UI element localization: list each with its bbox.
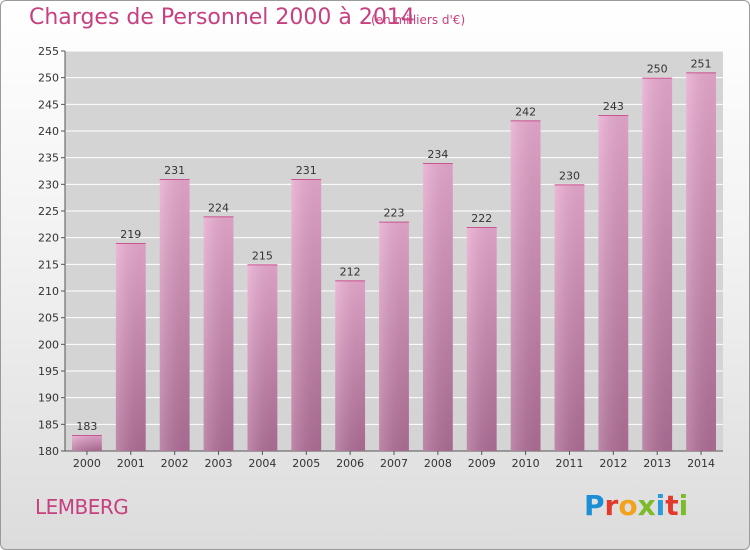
x-tick-label: 2011	[555, 457, 583, 470]
y-tick-label: 205	[38, 312, 59, 325]
bar-labels: 183 219 231 224 215 231 212 223 234 222 242 230 243 2…	[76, 57, 711, 433]
bar-shade	[379, 221, 409, 451]
bar-value-label: 219	[120, 228, 141, 241]
logo-letter: o	[618, 489, 638, 522]
x-tick-label: 2012	[599, 457, 627, 470]
bar-shade	[510, 120, 541, 451]
bar-value-label: 234	[427, 148, 448, 161]
y-tick-label: 190	[38, 392, 59, 405]
x-tick-label: 2005	[292, 457, 320, 470]
x-tick-label: 2010	[512, 457, 540, 470]
y-tick-label: 180	[38, 445, 59, 458]
y-tick-label: 235	[38, 152, 59, 165]
x-axis: 2000 2001 2002 2003 2004 2005 2006 2007 2008 2009…	[73, 451, 715, 470]
bars	[72, 72, 716, 452]
bar-shade	[72, 435, 102, 451]
bar-shade	[291, 179, 322, 451]
chart-subtitle: (en milliers d'€)	[371, 13, 466, 27]
bar-shade	[598, 115, 629, 451]
y-tick-label: 185	[38, 418, 59, 431]
x-tick-label: 2001	[117, 457, 145, 470]
bar-value-label: 222	[471, 212, 492, 225]
x-tick-label: 2007	[380, 457, 408, 470]
bar-value-label: 230	[559, 169, 580, 182]
bar-shade	[247, 264, 278, 451]
bar-value-label: 231	[296, 164, 317, 177]
bar-value-label: 224	[208, 201, 229, 214]
x-tick-label: 2004	[248, 457, 276, 470]
x-tick-label: 2013	[643, 457, 671, 470]
y-tick-label: 215	[38, 258, 59, 271]
x-tick-label: 2014	[687, 457, 715, 470]
logo-letter: P	[584, 489, 605, 522]
y-tick-label: 225	[38, 205, 59, 218]
bar-shade	[335, 280, 366, 451]
bar-value-label: 231	[164, 164, 185, 177]
bar-shade	[466, 227, 497, 451]
bar-value-label: 215	[252, 249, 273, 262]
bar-value-label: 243	[603, 100, 624, 113]
logo-letter: i	[678, 489, 689, 522]
y-tick-label: 245	[38, 98, 59, 111]
logo-letter: i	[655, 489, 666, 522]
bar-value-label: 242	[515, 105, 536, 118]
bar-value-label: 183	[76, 420, 97, 433]
bar-shade	[554, 184, 585, 452]
logo-letter: t	[665, 489, 679, 522]
bar-value-label: 250	[647, 63, 668, 76]
x-tick-label: 2000	[73, 457, 101, 470]
y-tick-label: 255	[38, 45, 59, 58]
bar-value-label: 251	[691, 57, 712, 70]
x-tick-label: 2003	[205, 457, 233, 470]
y-tick-label: 210	[38, 285, 59, 298]
bar-value-label: 223	[384, 207, 405, 220]
bar-shade	[422, 163, 453, 451]
y-tick-label: 250	[38, 72, 59, 85]
y-tick-label: 195	[38, 365, 59, 378]
logo-letter: r	[604, 489, 619, 522]
bar-shade	[203, 216, 234, 451]
y-tick-label: 230	[38, 178, 59, 191]
x-tick-label: 2002	[161, 457, 189, 470]
commune-name: LEMBERG	[35, 495, 129, 519]
y-tick-label: 240	[38, 125, 59, 138]
proxiti-logo: Proxiti	[584, 489, 688, 522]
y-tick-label: 200	[38, 338, 59, 351]
bar-shade	[686, 72, 716, 451]
logo-letter: x	[637, 489, 656, 522]
x-tick-label: 2009	[468, 457, 496, 470]
chart-title: Charges de Personnel 2000 à 2014	[29, 5, 415, 30]
bar-value-label: 212	[340, 265, 361, 278]
y-tick-label: 220	[38, 232, 59, 245]
x-tick-label: 2006	[336, 457, 364, 470]
x-tick-label: 2008	[424, 457, 452, 470]
bar-shade	[159, 179, 190, 451]
bar-shade	[642, 77, 673, 452]
bar-shade	[115, 243, 146, 451]
